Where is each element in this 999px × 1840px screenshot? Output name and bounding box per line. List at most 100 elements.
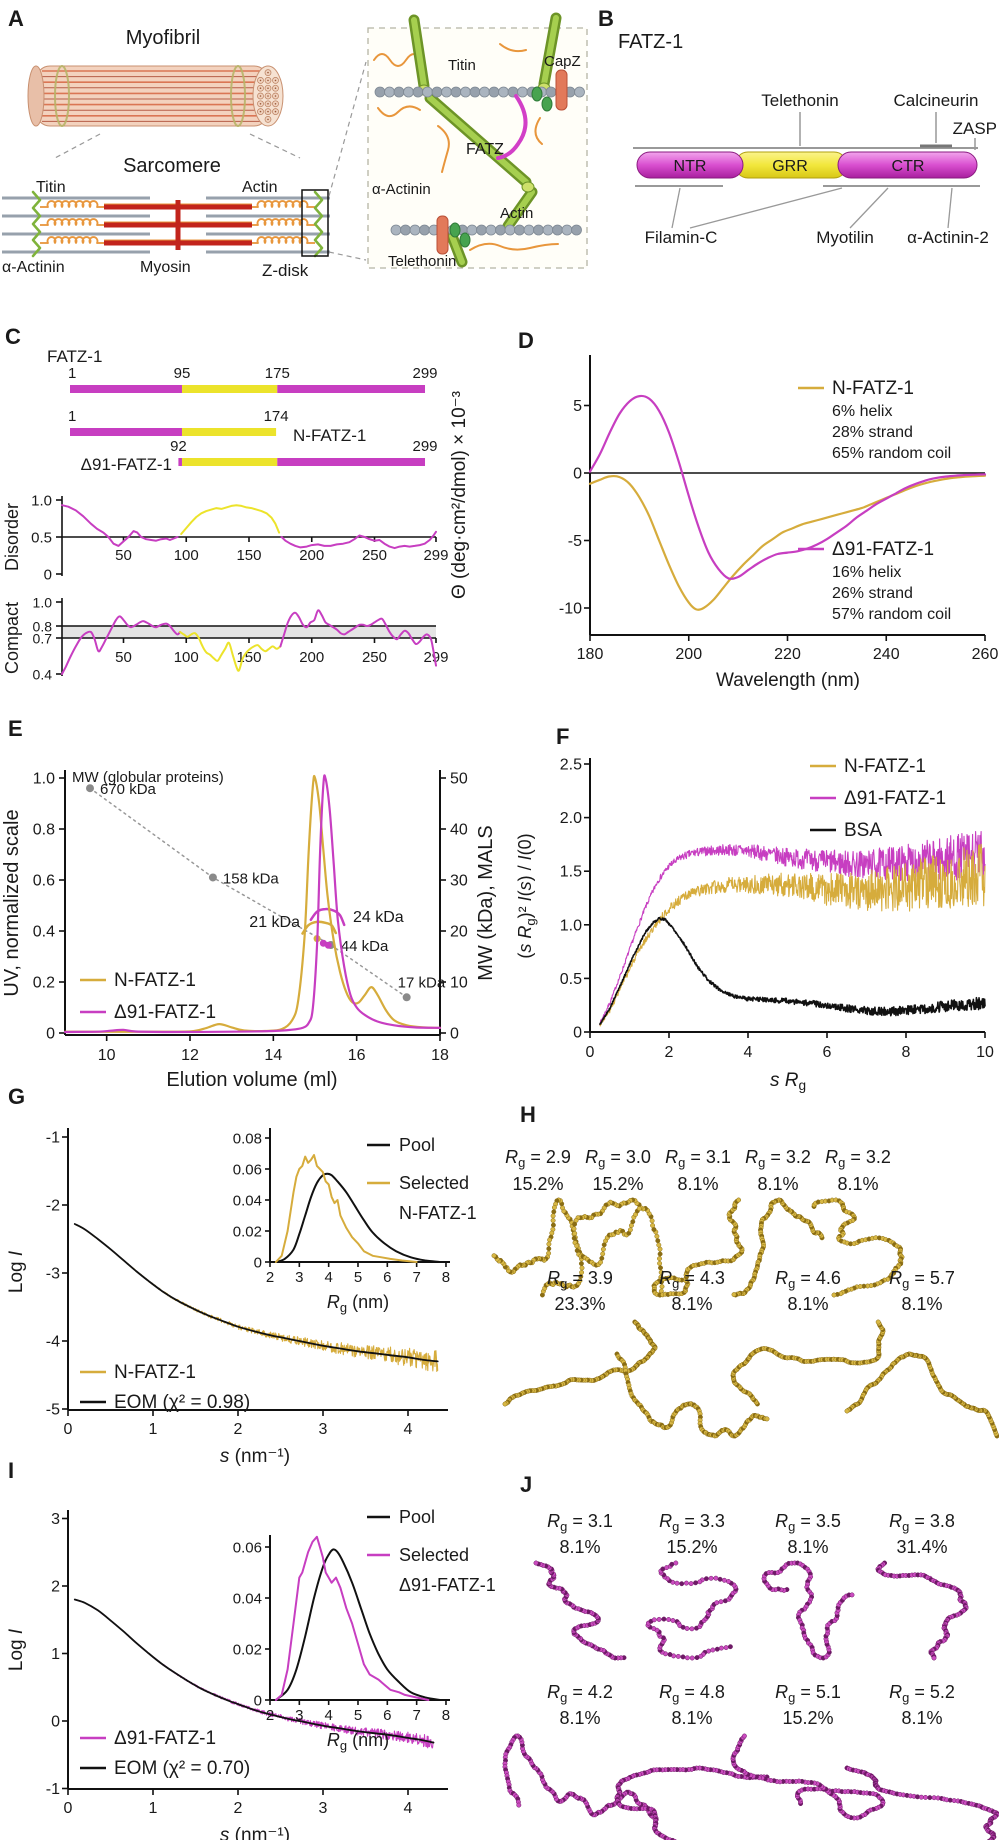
telethonin-capsule [436, 215, 449, 255]
ctr-domain-label: CTR [892, 158, 925, 175]
panel-j-label: J [520, 1472, 532, 1497]
bead [550, 1213, 556, 1219]
x-tick-label: 50 [115, 649, 132, 666]
uv-curve-N-FATZ-1 [63, 774, 442, 1033]
bead [549, 1230, 555, 1236]
panel-g: G -1-2-3-4-50 1 2 3 4s (nm⁻¹)Log IN-FATZ-1EO… [6, 1084, 477, 1467]
construct-bar-segment [178, 458, 182, 466]
x-tick-label: 4 [324, 1707, 332, 1724]
eom-model-chain [645, 1560, 739, 1661]
x-tick-label: 2 [266, 1707, 274, 1724]
inset-legend-label: Selected [399, 1545, 469, 1565]
bead [551, 1205, 557, 1210]
titin-strand [377, 105, 421, 118]
x-tick-label: 200 [299, 649, 324, 666]
cd-xlabel: Wavelength (nm) [716, 670, 860, 691]
actin-bead [479, 86, 490, 98]
cd-spectra-plot: 5 0 -5 -10 180 200 220 240 260 Wavelength (nm) Θ (… [449, 355, 998, 691]
model-pct-label: 8.1% [901, 1294, 942, 1314]
model-pct-label: 15.2% [666, 1537, 717, 1557]
actin-bead [476, 224, 487, 236]
alpha-actinin2-partner-label: α-Actinin-2 [907, 228, 989, 247]
eom-model-chain [502, 1319, 658, 1407]
x-tick-label: 10 [976, 1044, 994, 1061]
inset-telethonin-label: Telethonin [388, 253, 456, 270]
bead [708, 1575, 714, 1581]
fatz-strand [496, 94, 528, 160]
y-tick-label: 2.5 [560, 757, 582, 774]
legend-label: Δ91-FATZ-1 [114, 1002, 216, 1023]
rg-dist-curve-Pool [274, 1548, 442, 1701]
y-tick-label: 2.0 [560, 810, 582, 827]
bead [516, 1802, 522, 1808]
fibril-dot-core [274, 95, 277, 97]
sec-ylabel-right: MW (kDa), MALS [475, 825, 497, 981]
actin-bead [409, 224, 421, 236]
y-tick-label: 1.0 [33, 595, 53, 611]
x-tick-label: 4 [404, 1421, 413, 1438]
bead [667, 1652, 673, 1657]
bead [726, 1579, 731, 1584]
sarcomere-myosin-label: Myosin [140, 259, 191, 276]
x-tick-label: 250 [362, 547, 387, 564]
bead [875, 1319, 881, 1325]
legend-label: Δ91-FATZ-1 [114, 1728, 216, 1749]
x-tick-label: 3 [319, 1800, 328, 1817]
eom-model-chain [844, 1351, 999, 1439]
y-tick-right-label: 10 [450, 975, 468, 992]
y-tick-label: 0 [573, 1025, 582, 1042]
z-disk-highlight-box [301, 189, 329, 257]
actin-bead [450, 86, 462, 98]
panel-i-label: I [8, 1458, 14, 1483]
panel-b-label: B [598, 6, 614, 31]
bead [657, 1260, 663, 1266]
fatz1-domain-diagram [633, 112, 980, 229]
cd-curve-Δ91-FATZ-1 [588, 394, 987, 580]
bead [599, 1255, 605, 1261]
construct-mark: 1 [68, 365, 76, 382]
mw-standard-label: 44 kDa [341, 938, 389, 955]
titin-strand [534, 117, 543, 145]
rg-dist-curve-Pool [274, 1172, 442, 1263]
kratky-curve-Δ91-FATZ-1 [599, 830, 986, 1026]
bead [689, 1626, 695, 1632]
bead [666, 1617, 672, 1622]
bead [636, 1206, 642, 1212]
bead [693, 1580, 699, 1586]
bead [714, 1646, 720, 1652]
legend-label: N-FATZ-1 [114, 970, 196, 991]
model-rg-label: Rg = 3.0 [585, 1147, 651, 1170]
mw-standards-line [89, 787, 408, 999]
construct-bars: 1 95 175 299 1 174 92 299 [68, 365, 438, 466]
actin-bead [561, 224, 573, 236]
y-tick-label: -2 [46, 1198, 60, 1215]
panel-j: J Rg = 3.18.1%Rg = 3.315.2%Rg = 3.58.1%R… [502, 1472, 999, 1840]
titin-strand [437, 125, 450, 173]
eom-model-chain [614, 1351, 770, 1439]
actin-bead [469, 86, 481, 98]
bead [630, 1219, 636, 1225]
disorder-plot: 0 0.5 1.0 50 100 150 200 250 299 Disorder [2, 493, 449, 584]
inset-actin-label: Actin [500, 205, 533, 222]
y-tick-label: 0.8 [33, 822, 55, 839]
bead [572, 1230, 578, 1236]
model-rg-label: Rg = 2.9 [505, 1147, 571, 1170]
model-pct-label: 31.4% [896, 1537, 947, 1557]
y-tick-label: 1.0 [33, 771, 55, 788]
z-disk-inset [367, 12, 588, 269]
titin-coil [256, 200, 309, 208]
actin-bead [400, 224, 411, 236]
saxs-ylabel: Log I [6, 1250, 27, 1293]
x-tick-label: 0 [64, 1421, 73, 1438]
alpha-actinin-rod-core [541, 15, 559, 87]
construct-bar-segment [70, 385, 182, 393]
y-tick-label: -3 [46, 1266, 60, 1283]
y-tick-label: 0.5 [560, 971, 582, 988]
legend-detail: 57% random coil [832, 606, 951, 623]
bead [741, 1733, 747, 1739]
actin-bead [374, 86, 386, 98]
x-tick-label: 240 [873, 646, 900, 663]
